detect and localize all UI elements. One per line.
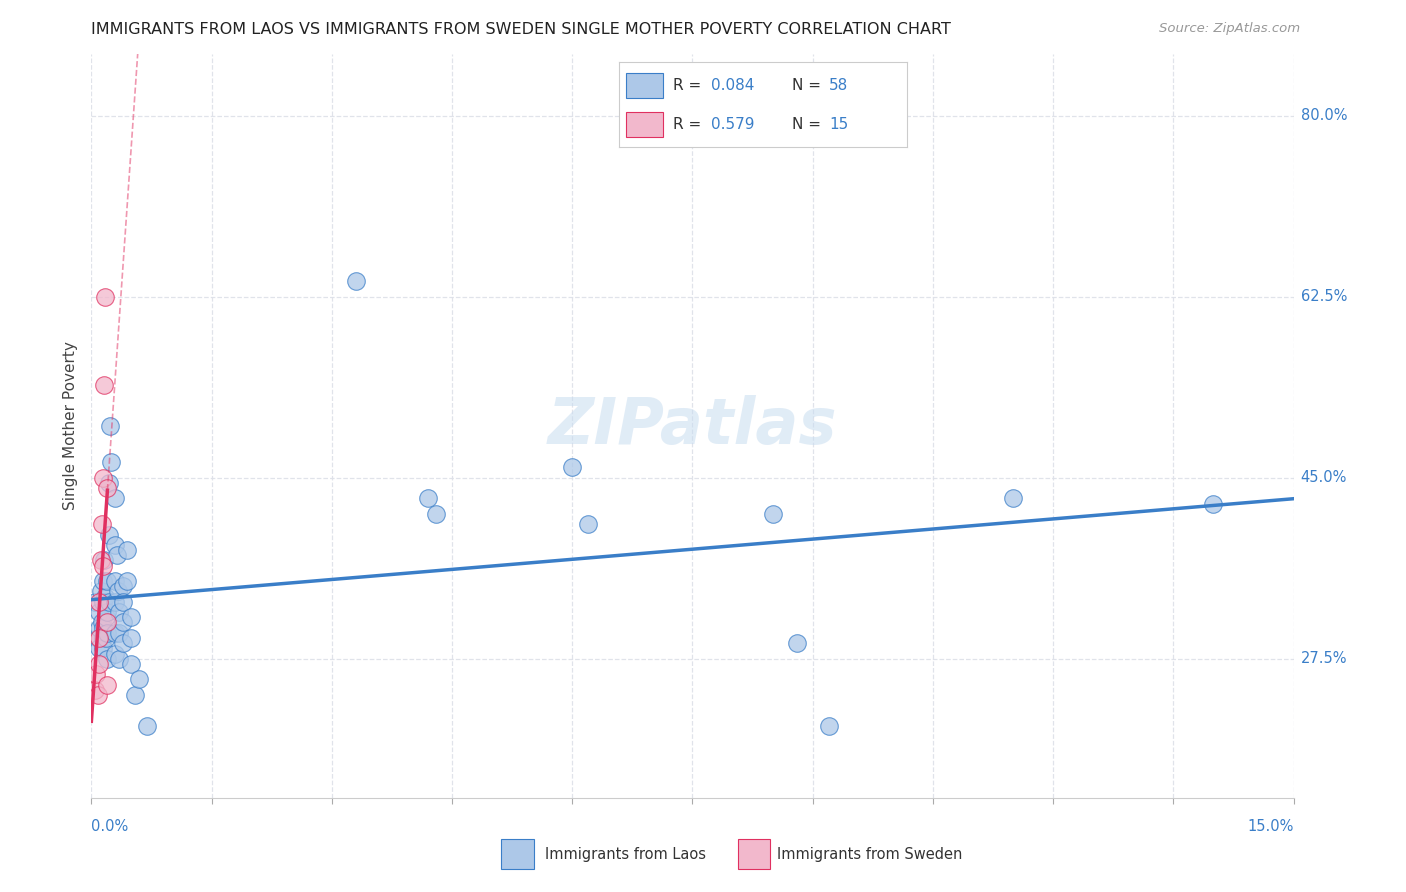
Point bbox=[104, 574, 127, 588]
Point bbox=[90, 584, 112, 599]
Point bbox=[1001, 491, 1024, 506]
Point bbox=[90, 553, 112, 567]
Point bbox=[344, 274, 367, 288]
Point bbox=[94, 590, 117, 604]
Point bbox=[121, 610, 143, 624]
Point bbox=[91, 470, 114, 484]
Point bbox=[117, 574, 139, 588]
Point bbox=[112, 595, 135, 609]
Point bbox=[104, 595, 127, 609]
Point bbox=[98, 475, 121, 490]
Point bbox=[91, 631, 114, 645]
Text: 0.579: 0.579 bbox=[711, 117, 755, 132]
Point bbox=[89, 595, 111, 609]
Text: 15.0%: 15.0% bbox=[1247, 820, 1294, 834]
Point bbox=[83, 682, 105, 697]
Point bbox=[425, 507, 447, 521]
Point bbox=[98, 595, 121, 609]
Point bbox=[96, 615, 118, 630]
Point bbox=[98, 527, 121, 541]
Point bbox=[128, 673, 150, 687]
Point bbox=[121, 631, 143, 645]
Text: IMMIGRANTS FROM LAOS VS IMMIGRANTS FROM SWEDEN SINGLE MOTHER POVERTY CORRELATION: IMMIGRANTS FROM LAOS VS IMMIGRANTS FROM … bbox=[91, 22, 952, 37]
Point bbox=[89, 621, 111, 635]
Point bbox=[89, 605, 111, 619]
Point bbox=[121, 657, 143, 671]
Text: R =: R = bbox=[673, 117, 707, 132]
Bar bbox=[626, 112, 664, 137]
Point bbox=[94, 610, 117, 624]
Point bbox=[124, 688, 146, 702]
Point bbox=[93, 621, 115, 635]
Point bbox=[136, 719, 159, 733]
Point bbox=[93, 377, 115, 392]
Point bbox=[104, 491, 127, 506]
Point bbox=[84, 667, 107, 681]
Point bbox=[96, 481, 118, 495]
Text: 62.5%: 62.5% bbox=[1301, 289, 1347, 304]
Point bbox=[96, 677, 118, 691]
Point bbox=[84, 595, 107, 609]
Point bbox=[112, 636, 135, 650]
Point bbox=[87, 631, 110, 645]
Bar bbox=[626, 72, 664, 98]
Point bbox=[94, 290, 117, 304]
Point bbox=[89, 641, 111, 656]
Point bbox=[108, 651, 131, 665]
Point bbox=[104, 647, 127, 661]
Point bbox=[104, 625, 127, 640]
Point bbox=[89, 657, 111, 671]
Text: 45.0%: 45.0% bbox=[1301, 470, 1347, 485]
Point bbox=[786, 636, 808, 650]
Point bbox=[1202, 496, 1225, 510]
Text: ZIPatlas: ZIPatlas bbox=[548, 395, 837, 457]
Point bbox=[93, 558, 115, 573]
Text: Immigrants from Sweden: Immigrants from Sweden bbox=[778, 847, 963, 862]
Text: N =: N = bbox=[792, 78, 825, 93]
Point bbox=[90, 517, 112, 532]
Text: 0.0%: 0.0% bbox=[91, 820, 128, 834]
Text: 27.5%: 27.5% bbox=[1301, 651, 1347, 666]
Text: 58: 58 bbox=[830, 78, 848, 93]
Point bbox=[107, 584, 129, 599]
Bar bbox=[738, 839, 770, 869]
Point bbox=[89, 631, 111, 645]
Text: R =: R = bbox=[673, 78, 707, 93]
Point bbox=[87, 688, 110, 702]
Point bbox=[107, 605, 129, 619]
Text: N =: N = bbox=[792, 117, 825, 132]
Point bbox=[416, 491, 439, 506]
Point bbox=[100, 455, 122, 469]
Text: 15: 15 bbox=[830, 117, 848, 132]
Point bbox=[105, 548, 128, 562]
Point bbox=[96, 605, 118, 619]
Text: Immigrants from Laos: Immigrants from Laos bbox=[546, 847, 706, 862]
Point bbox=[98, 419, 121, 434]
Point bbox=[576, 517, 599, 532]
Bar bbox=[502, 839, 534, 869]
Point bbox=[112, 579, 135, 593]
Point bbox=[817, 719, 839, 733]
Point bbox=[93, 595, 115, 609]
Text: 80.0%: 80.0% bbox=[1301, 108, 1347, 123]
Point bbox=[108, 625, 131, 640]
Point bbox=[96, 651, 118, 665]
Point bbox=[93, 553, 115, 567]
Point bbox=[117, 543, 139, 558]
Point bbox=[104, 538, 127, 552]
Point bbox=[762, 507, 785, 521]
Point bbox=[90, 615, 112, 630]
Y-axis label: Single Mother Poverty: Single Mother Poverty bbox=[62, 342, 77, 510]
Point bbox=[93, 641, 115, 656]
Point bbox=[94, 631, 117, 645]
Text: 0.084: 0.084 bbox=[711, 78, 754, 93]
Point bbox=[112, 615, 135, 630]
Text: Source: ZipAtlas.com: Source: ZipAtlas.com bbox=[1160, 22, 1301, 36]
Point bbox=[93, 574, 115, 588]
Point bbox=[96, 625, 118, 640]
Point bbox=[96, 574, 118, 588]
Point bbox=[561, 460, 583, 475]
